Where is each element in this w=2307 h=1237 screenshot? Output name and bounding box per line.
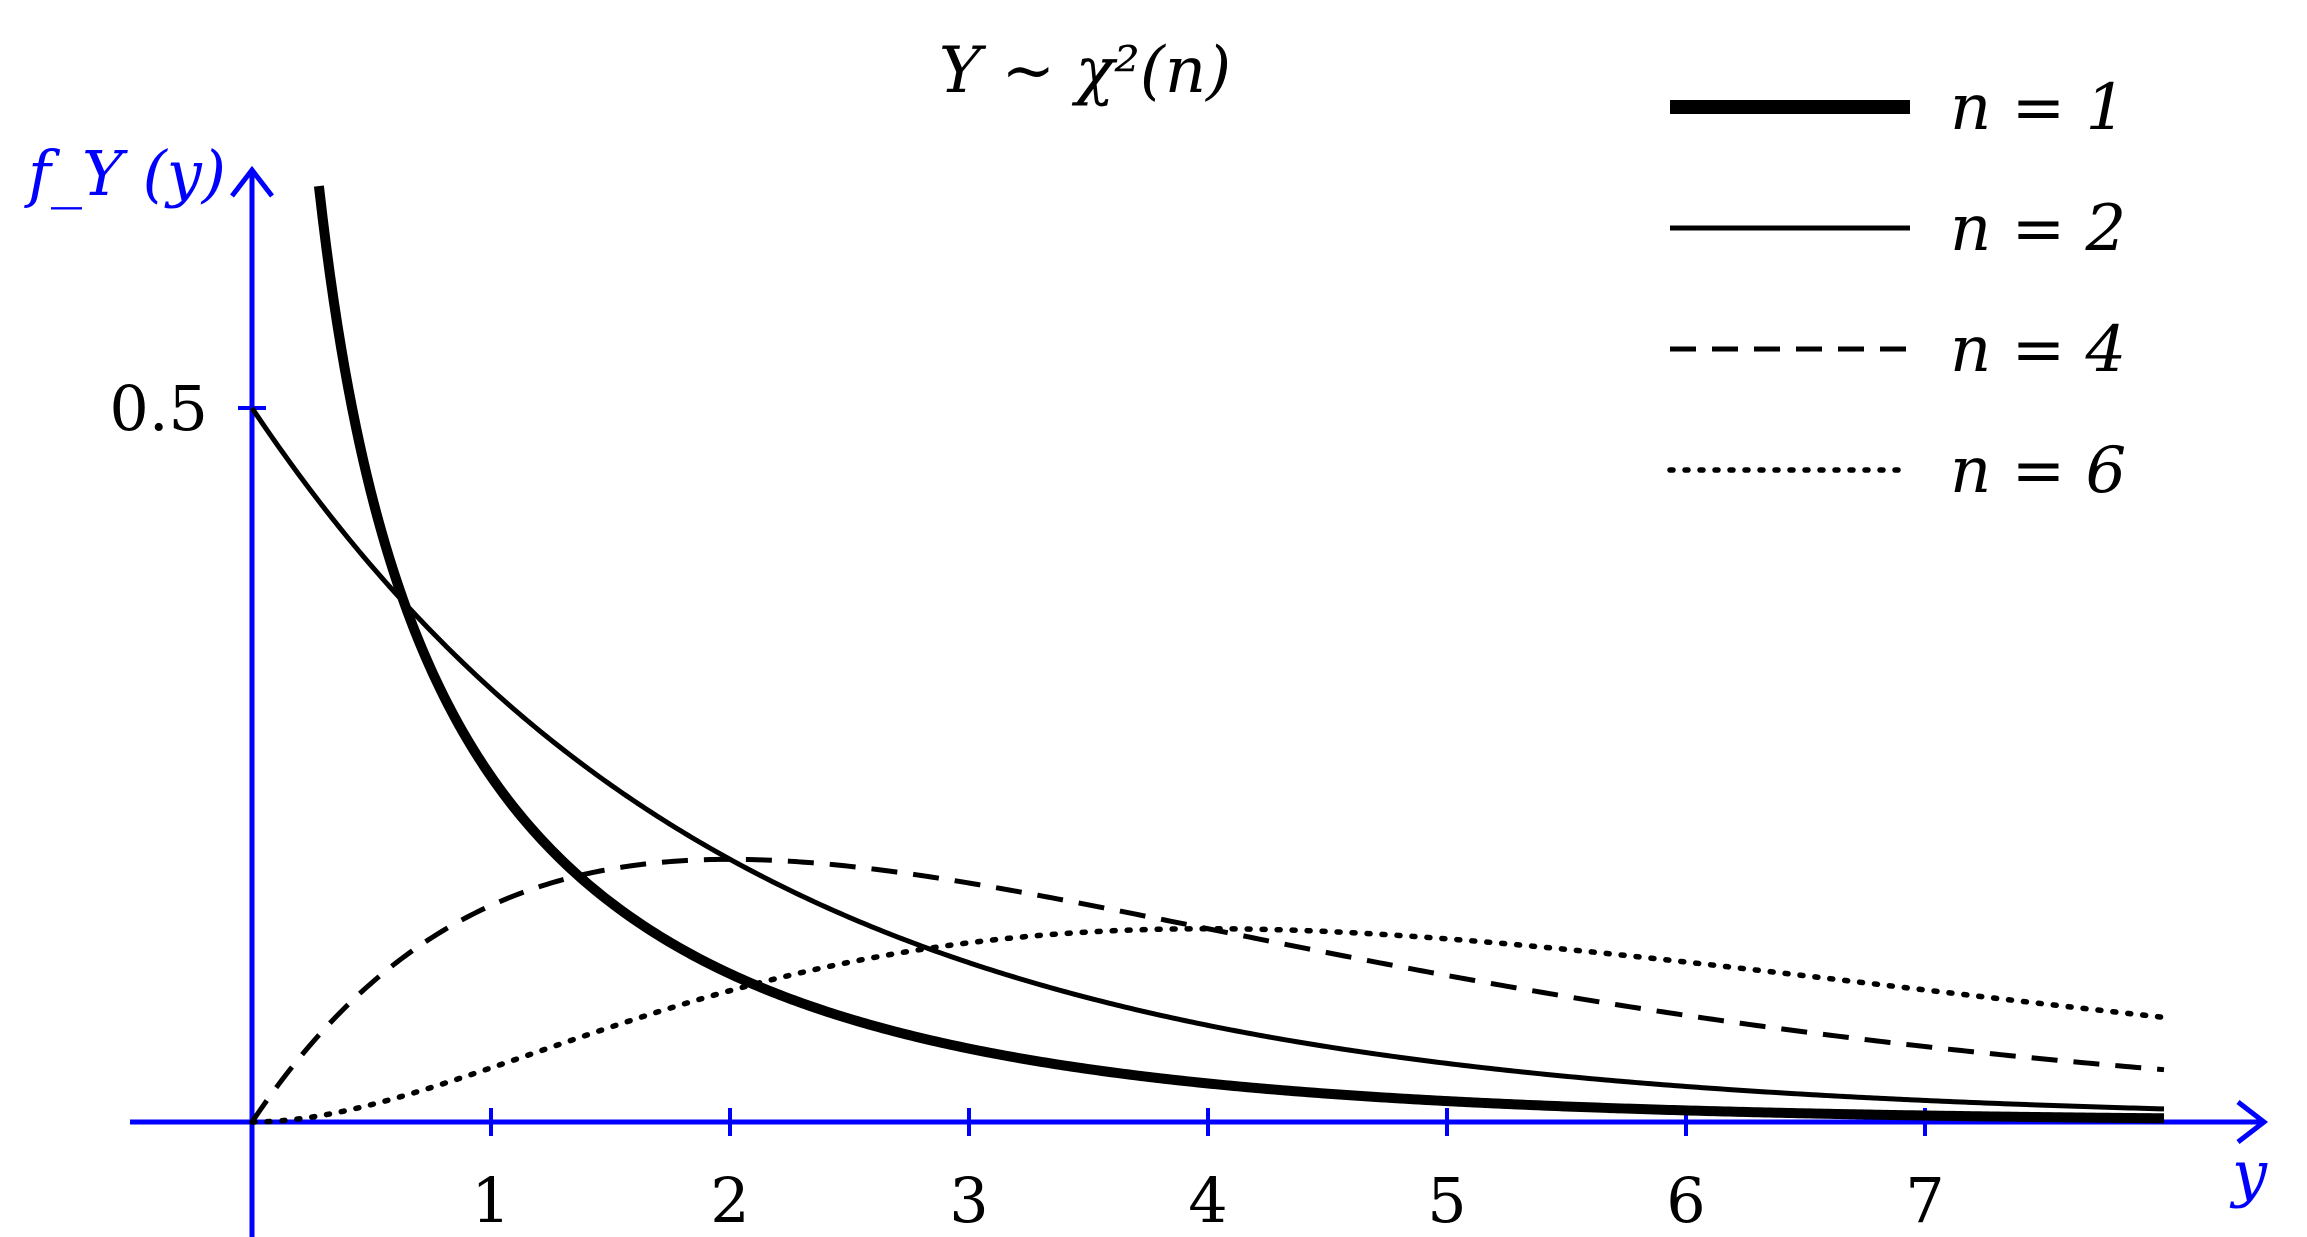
curves [249, 185, 2167, 1125]
x-tick-label: 3 [949, 1164, 988, 1237]
x-tick-label: 5 [1427, 1164, 1466, 1237]
chart-title: Y ~ χ²(n) [939, 34, 1231, 108]
y-axis-arrow [230, 165, 274, 198]
legend-label-n4: n = 4 [1950, 313, 2126, 387]
x-axis-label: y [2229, 1137, 2268, 1210]
legend-label-n1: n = 1 [1950, 71, 2126, 145]
legend-label-n2: n = 2 [1950, 192, 2126, 266]
legend: n = 1 n = 2 n = 4 n = 6 [1667, 71, 2126, 508]
legend-label-n6: n = 6 [1950, 434, 2126, 508]
x-tick-label: 4 [1188, 1164, 1227, 1237]
x-tick-label: 6 [1666, 1164, 1705, 1237]
y-ticks: 0.5 [109, 372, 266, 445]
series-line-n2 [249, 406, 2165, 1112]
series-line-n1 [313, 185, 2166, 1124]
series-line-n6 [249, 925, 2167, 1125]
axes [130, 165, 2269, 1237]
x-tick-label: 7 [1905, 1164, 1944, 1237]
x-tick-label: 1 [471, 1164, 510, 1237]
series-line-n4 [249, 856, 2165, 1124]
x-tick-label: 2 [710, 1164, 749, 1237]
y-tick-label: 0.5 [109, 372, 208, 445]
y-axis-label: f_Y (y) [24, 137, 226, 210]
x-ticks: 1 2 3 4 5 6 7 [471, 1108, 1945, 1237]
x-axis-arrow [2236, 1100, 2269, 1144]
